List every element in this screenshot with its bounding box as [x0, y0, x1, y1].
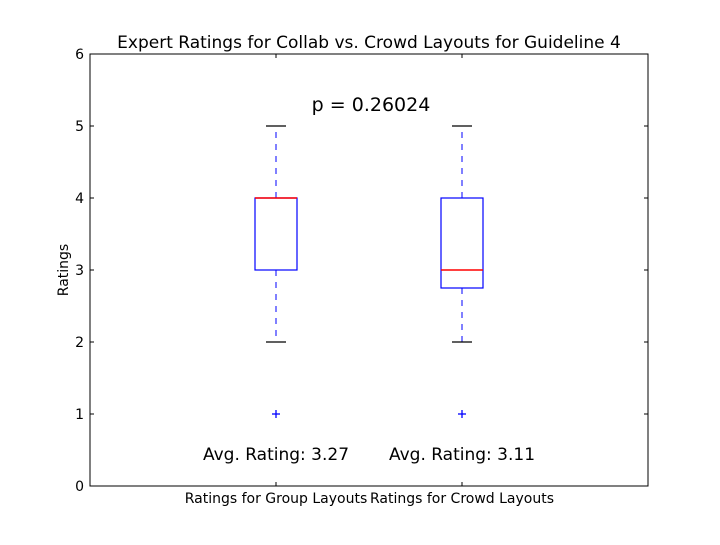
avg-rating-label: Avg. Rating: 3.27	[203, 445, 349, 465]
x-tick-label: Ratings for Group Layouts	[185, 491, 368, 507]
y-tick-label: 1	[75, 407, 84, 423]
outlier-point	[272, 410, 280, 418]
chart-title: Expert Ratings for Collab vs. Crowd Layo…	[117, 33, 621, 53]
plot-background	[90, 54, 648, 486]
axis-ticks: 0 1 2 3 4 5 6 Ratings for Group Layouts Ratings …	[75, 47, 648, 507]
x-tick-label: Ratings for Crowd Layouts	[370, 491, 554, 507]
y-tick-label: 0	[75, 479, 84, 495]
outlier-point	[458, 410, 466, 418]
y-tick-label: 2	[75, 335, 84, 351]
y-axis-label: Ratings	[56, 244, 72, 296]
p-value-annotation: p = 0.26024	[312, 94, 431, 116]
plot-frame	[89, 53, 649, 487]
avg-rating-label: Avg. Rating: 3.11	[389, 445, 535, 465]
y-tick-label: 5	[75, 119, 84, 135]
y-tick-label: 6	[75, 47, 84, 63]
iqr-box	[440, 197, 484, 289]
y-tick-label: 3	[75, 263, 84, 279]
box-group: Avg. Rating: 3.27	[203, 125, 349, 465]
box-group: Avg. Rating: 3.11	[389, 125, 535, 465]
y-tick-label: 4	[75, 191, 84, 207]
box-series: Avg. Rating: 3.27 Avg. Rating: 3.11	[203, 125, 535, 465]
